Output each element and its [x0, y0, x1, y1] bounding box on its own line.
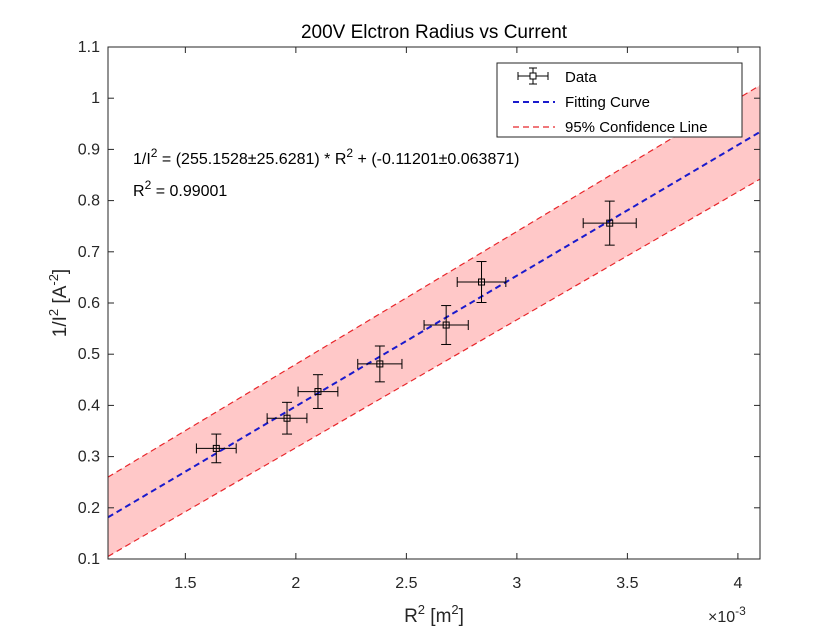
- data-point: [297, 374, 339, 409]
- x-tick-label: 3: [512, 575, 521, 592]
- x-tick-label: 1.5: [174, 575, 196, 592]
- legend-box: [496, 62, 743, 138]
- y-tick-label: 0.4: [78, 397, 100, 414]
- data-point: [456, 261, 507, 303]
- fit-equation: 1/I2 = (255.1528±25.6281) * R2 + (-0.112…: [133, 146, 519, 168]
- chart-title: 200V Elctron Radius vs Current: [301, 22, 568, 43]
- y-axis-label: 1/I2 [A-2]: [46, 269, 71, 337]
- data-point: [266, 401, 308, 435]
- legend-data-icon: [517, 67, 549, 85]
- legend-label-fit: Fitting Curve: [565, 94, 650, 111]
- fitting-curve: [108, 131, 760, 519]
- data-marker: [283, 414, 291, 422]
- legend-label-confidence: 95% Confidence Line: [565, 119, 708, 136]
- confidence-band-fill: [108, 85, 760, 557]
- y-tick-label: 0.2: [78, 500, 100, 517]
- y-tick-label: 0.7: [78, 244, 100, 261]
- data-marker: [606, 219, 614, 227]
- x-axis-label: R2 [m2]: [404, 602, 464, 627]
- y-tick-label: 0.1: [78, 551, 100, 568]
- data-marker: [478, 278, 486, 286]
- y-tick-label: 1: [91, 90, 100, 107]
- y-tick-label: 0.3: [78, 449, 100, 466]
- x-axis-exponent: ×10-3: [708, 604, 746, 626]
- legend-label-data: Data: [565, 69, 597, 86]
- y-tick-label: 0.8: [78, 193, 100, 210]
- data-marker: [442, 321, 450, 329]
- x-tick-label: 2.5: [395, 575, 417, 592]
- data-point: [195, 433, 237, 464]
- data-point: [423, 305, 469, 345]
- x-tick-label: 4: [733, 575, 742, 592]
- data-point: [357, 345, 403, 383]
- y-tick-label: 0.5: [78, 346, 100, 363]
- data-point: [582, 200, 637, 246]
- y-tick-label: 1.1: [78, 39, 100, 56]
- x-tick-label: 2: [291, 575, 300, 592]
- r-squared-label: R2 = 0.99001: [133, 178, 227, 200]
- data-marker: [376, 360, 384, 368]
- data-marker: [314, 388, 322, 396]
- confidence-line-lower: [108, 178, 760, 557]
- y-tick-label: 0.9: [78, 141, 100, 158]
- x-tick-label: 3.5: [616, 575, 638, 592]
- confidence-line-upper: [108, 84, 760, 478]
- y-tick-label: 0.6: [78, 295, 100, 312]
- data-marker: [212, 444, 220, 452]
- legend: Data Fitting Curve 95% Confidence Line: [496, 62, 743, 138]
